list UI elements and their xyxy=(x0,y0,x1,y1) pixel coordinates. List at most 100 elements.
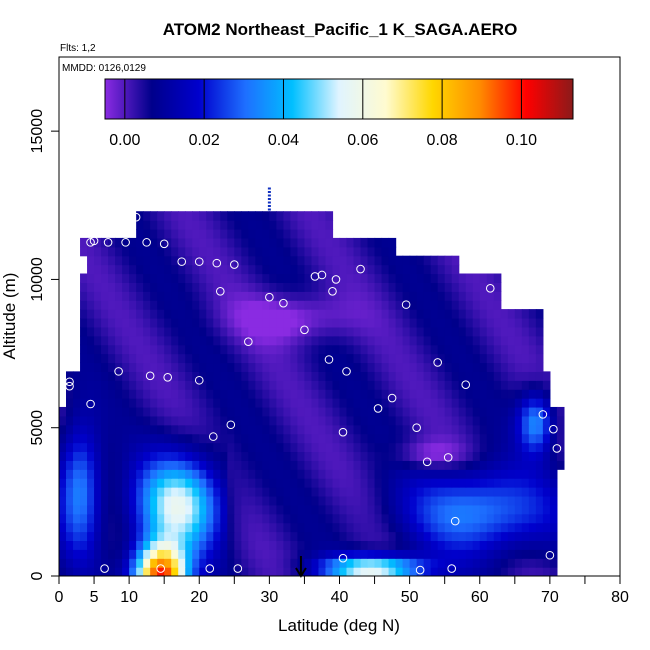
heatmap-cell xyxy=(549,567,558,576)
heatmap-cell xyxy=(220,389,228,399)
heatmap-cell xyxy=(304,495,313,506)
heatmap-cell xyxy=(465,424,474,435)
heatmap-cell xyxy=(150,567,158,576)
heatmap-cell xyxy=(73,567,81,576)
heatmap-cell xyxy=(248,558,256,568)
heatmap-cell xyxy=(346,264,355,275)
heatmap-cell xyxy=(290,273,299,283)
heatmap-cell xyxy=(262,317,270,328)
heatmap-cell xyxy=(493,389,502,399)
heatmap-cell xyxy=(311,309,320,319)
heatmap-cell xyxy=(304,478,313,488)
heatmap-cell xyxy=(311,442,320,453)
heatmap-cell xyxy=(430,273,439,283)
heatmap-cell xyxy=(535,513,544,524)
heatmap-cell xyxy=(416,273,425,283)
heatmap-cell xyxy=(157,326,165,337)
heatmap-cell xyxy=(318,451,327,461)
heatmap-cell xyxy=(199,495,207,506)
heatmap-cell xyxy=(507,567,516,576)
heatmap-cell xyxy=(269,237,277,248)
heatmap-cell xyxy=(213,540,221,550)
heatmap-cell xyxy=(234,433,242,444)
heatmap-cell xyxy=(220,478,228,488)
heatmap-cell xyxy=(395,380,404,390)
heatmap-cell xyxy=(94,317,102,328)
heatmap-cell xyxy=(199,504,207,515)
heatmap-cell xyxy=(185,522,193,533)
heatmap-cell xyxy=(171,353,179,364)
heatmap-cell xyxy=(409,460,418,470)
heatmap-cell xyxy=(325,326,334,337)
heatmap-cell xyxy=(353,353,362,364)
heatmap-cell xyxy=(556,415,565,426)
heatmap-cell xyxy=(304,558,313,568)
heatmap-cell xyxy=(521,326,530,337)
heatmap-cell xyxy=(549,522,558,533)
heatmap-cell xyxy=(276,549,284,559)
heatmap-cell xyxy=(136,460,144,470)
heatmap-cell xyxy=(451,495,460,506)
heatmap-cell xyxy=(388,567,397,576)
heatmap-cell xyxy=(157,495,165,506)
heatmap-cell xyxy=(185,531,193,542)
heatmap-cell xyxy=(353,317,362,328)
heatmap-cell xyxy=(311,522,320,533)
heatmap-cell xyxy=(157,478,165,488)
heatmap-cell xyxy=(80,344,88,355)
heatmap-cell xyxy=(290,362,299,372)
heatmap-cell xyxy=(150,442,158,453)
heatmap-cell xyxy=(423,424,432,435)
heatmap-cell xyxy=(241,344,249,355)
heatmap-cell xyxy=(367,398,376,408)
heatmap-cell xyxy=(115,504,123,515)
colorbar-ticks: 0.00 0.02 0.04 0.06 0.08 0.10 xyxy=(109,79,537,149)
heatmap-cell xyxy=(542,460,551,470)
heatmap-cell xyxy=(318,291,327,301)
heatmap-cell xyxy=(325,522,334,533)
heatmap-cell xyxy=(108,487,116,497)
heatmap-cell xyxy=(234,540,242,550)
heatmap-cell xyxy=(304,487,313,497)
heatmap-cell xyxy=(164,309,172,319)
heatmap-cell xyxy=(507,549,516,559)
heatmap-cell xyxy=(507,558,516,568)
sample-point xyxy=(496,263,506,272)
heatmap-cell xyxy=(136,291,144,301)
heatmap-cell xyxy=(388,451,397,461)
heatmap-cell xyxy=(360,255,369,266)
heatmap-cell xyxy=(367,558,376,568)
heatmap-cell xyxy=(94,335,102,346)
heatmap-cell xyxy=(150,433,158,444)
heatmap-cell xyxy=(213,398,221,408)
heatmap-cell xyxy=(262,487,270,497)
heatmap-cell xyxy=(437,353,446,364)
heatmap-cell xyxy=(297,229,306,239)
heatmap-cell xyxy=(332,237,341,248)
heatmap-cell xyxy=(318,433,327,444)
heatmap-cell xyxy=(479,495,488,506)
heatmap-cell xyxy=(458,317,467,328)
heatmap-cell xyxy=(423,415,432,426)
heatmap-cell xyxy=(129,255,137,266)
heatmap-cell xyxy=(276,362,284,372)
heatmap-cell xyxy=(178,255,186,266)
heatmap-cell xyxy=(80,513,88,524)
heatmap-cell xyxy=(136,300,144,310)
heatmap-cell xyxy=(472,478,481,488)
heatmap-cell xyxy=(423,326,432,337)
heatmap-cell xyxy=(493,540,502,550)
heatmap-cell xyxy=(101,549,109,559)
heatmap-cell xyxy=(437,255,446,266)
heatmap-cell xyxy=(213,317,221,328)
heatmap-cell xyxy=(325,504,334,515)
heatmap-cell xyxy=(339,335,348,346)
heatmap-cell xyxy=(290,540,299,550)
heatmap-cell xyxy=(507,389,516,399)
heatmap-cell xyxy=(178,424,186,435)
heatmap-cell xyxy=(206,380,214,390)
x-tick-label: 50 xyxy=(401,589,419,606)
heatmap-cell xyxy=(115,389,123,399)
heatmap-cell xyxy=(241,460,249,470)
heatmap-cell xyxy=(255,282,263,292)
